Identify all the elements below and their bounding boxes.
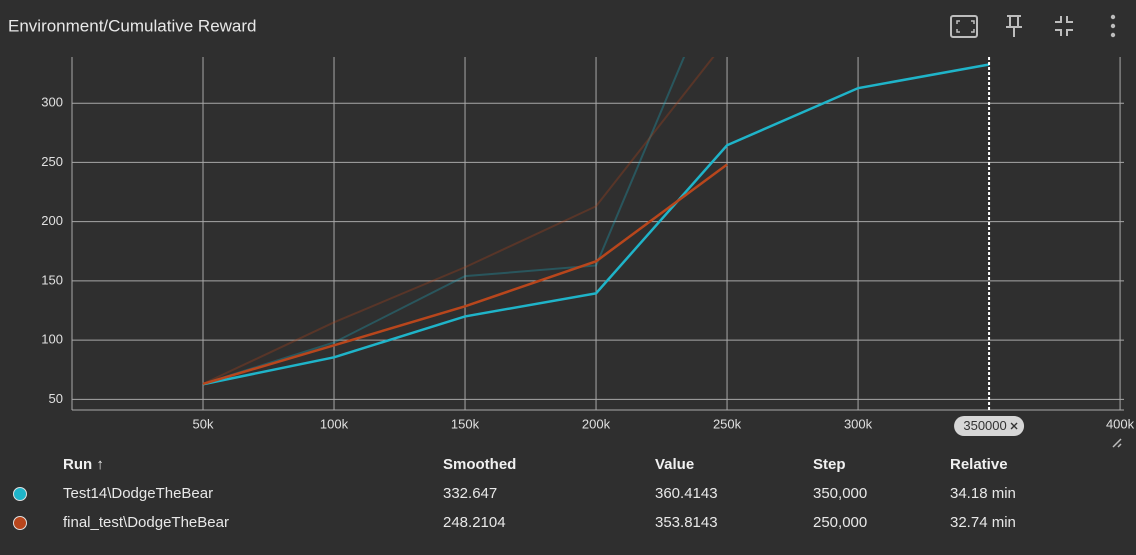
chip-label: 350000 — [963, 418, 1006, 433]
chip-background — [954, 416, 1025, 436]
legend-swatch — [13, 516, 27, 530]
raw-line — [202, 57, 715, 385]
table-header[interactable]: Value — [655, 456, 694, 473]
x-tick-label: 250k — [713, 416, 742, 431]
pin-button[interactable] — [1006, 15, 1022, 37]
raw-line — [202, 57, 686, 385]
legend-swatch — [13, 487, 27, 501]
data-table: Run ↑ Smoothed Value Step Relative Test14\Dod… — [13, 456, 1016, 531]
collapse-button[interactable] — [1055, 16, 1073, 36]
x-tick-label: 400k — [1106, 416, 1135, 431]
smoothed-line — [202, 63, 990, 386]
y-tick-label: 200 — [41, 213, 63, 228]
y-tick-label: 150 — [41, 272, 63, 287]
table-header[interactable]: Step — [813, 456, 846, 473]
more-menu-button[interactable] — [1110, 14, 1116, 38]
resize-handle[interactable] — [1112, 438, 1122, 448]
x-tick-label: 300k — [844, 416, 873, 431]
table-cell: 32.74 min — [950, 514, 1016, 531]
series-lines — [202, 57, 990, 386]
y-tick-label: 300 — [41, 95, 63, 110]
y-tick-label: 50 — [49, 391, 63, 406]
table-cell: 248.2104 — [443, 514, 506, 531]
run-name: Test14\DodgeTheBear — [63, 485, 213, 502]
step-chip[interactable]: 350000 — [954, 416, 1025, 436]
x-tick-label: 100k — [320, 416, 349, 431]
x-tick-label: 50k — [193, 416, 214, 431]
table-cell: 353.8143 — [655, 514, 718, 531]
y-tick-label: 250 — [41, 154, 63, 169]
x-tick-label: 150k — [451, 416, 480, 431]
table-cell: 360.4143 — [655, 485, 718, 502]
table-cell: 250,000 — [813, 514, 867, 531]
table-cell: 350,000 — [813, 485, 867, 502]
x-tick-label: 200k — [582, 416, 611, 431]
y-tick-label: 100 — [41, 332, 63, 347]
table-header[interactable]: Relative — [950, 456, 1008, 473]
smoothed-line — [202, 163, 728, 386]
table-cell: 34.18 min — [950, 485, 1016, 502]
card-title: Environment/Cumulative Reward — [8, 16, 257, 35]
run-name: final_test\DodgeTheBear — [63, 514, 229, 531]
chip-close[interactable] — [1010, 422, 1018, 430]
plot: 50 100 150 200 250 300 50k 100k 150k 200k 250k 300k… — [41, 57, 1135, 436]
table-header[interactable]: Run ↑ — [63, 456, 104, 473]
table-header[interactable]: Smoothed — [443, 456, 516, 473]
table-cell: 332.647 — [443, 485, 497, 502]
fullscreen-button[interactable] — [950, 15, 978, 38]
